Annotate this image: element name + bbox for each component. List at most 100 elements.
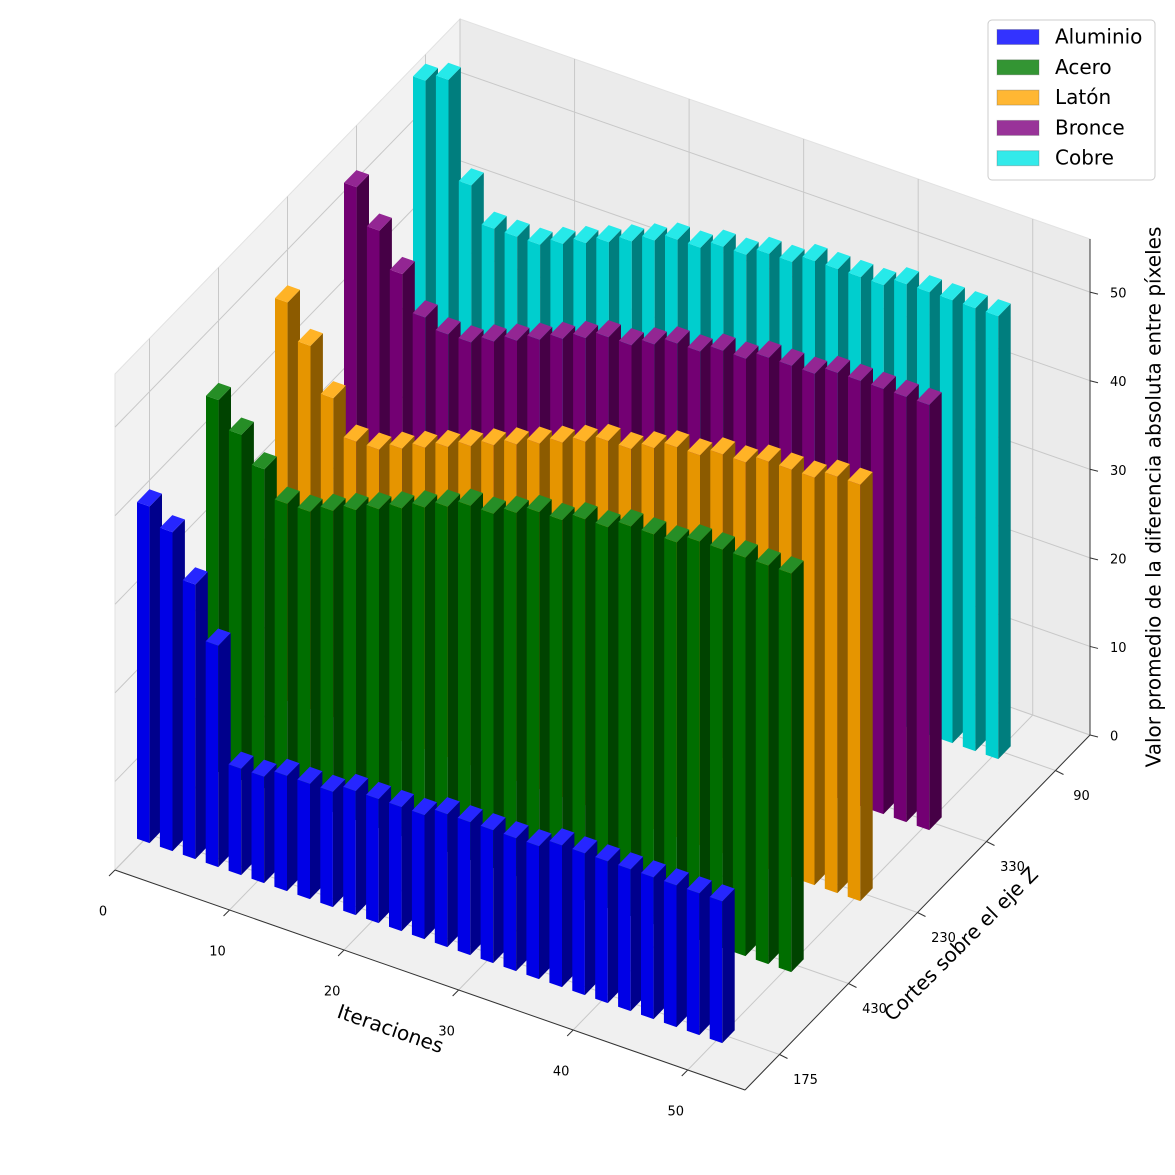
bar-front <box>412 503 425 845</box>
bar-top <box>595 844 621 862</box>
bar-top <box>320 381 346 399</box>
bar <box>710 532 735 949</box>
bar-front <box>778 569 792 973</box>
y-tick-label: 330 <box>1000 860 1025 875</box>
bar <box>503 495 529 877</box>
bar-front <box>297 507 311 805</box>
bar-top <box>435 489 461 507</box>
bar-top <box>779 452 804 470</box>
bar-side <box>630 856 644 1012</box>
bar <box>847 467 873 902</box>
bar <box>870 371 896 815</box>
bar <box>389 789 414 932</box>
bar-front <box>755 561 769 965</box>
bar-top <box>549 425 575 443</box>
axes: 0 10 20 30 40 50 175 430 230 330 90 0 10 20 30 40 50 <box>99 239 1127 1120</box>
bar-front <box>824 472 838 894</box>
bar-top <box>824 459 850 477</box>
z-tick-label: 0 <box>1110 730 1118 745</box>
bar-top <box>573 320 599 339</box>
bar <box>641 860 666 1020</box>
bar-side <box>447 801 460 948</box>
bar-top <box>344 170 369 188</box>
y-tick <box>848 983 857 988</box>
bar-front <box>182 580 196 860</box>
bar-top <box>848 363 873 381</box>
bar-side <box>264 456 277 789</box>
bar <box>274 758 300 892</box>
bar-front <box>228 764 242 876</box>
y-tick <box>917 912 926 917</box>
bar-side <box>653 864 666 1020</box>
bar <box>297 494 323 805</box>
bar-side <box>745 544 758 957</box>
bar-top <box>504 323 530 341</box>
bar-side <box>378 786 392 924</box>
bar <box>320 493 346 813</box>
bar-side <box>424 802 437 940</box>
bar-top <box>596 320 621 338</box>
z-tick <box>1089 734 1099 738</box>
y-tick-label: 175 <box>793 1073 818 1088</box>
legend-swatch <box>996 150 1040 167</box>
bar-top <box>343 773 369 792</box>
bar-side <box>516 500 529 877</box>
bar <box>572 502 598 901</box>
bar-top <box>504 219 530 237</box>
bar-front <box>641 873 654 1020</box>
bar-side <box>356 497 369 821</box>
bar-front <box>274 771 287 892</box>
bar-top <box>917 275 942 293</box>
bar-top <box>916 387 942 405</box>
bar <box>939 283 965 744</box>
bar-top <box>733 341 759 359</box>
bar-top <box>527 322 553 340</box>
bar-top <box>664 326 690 344</box>
bar-top <box>663 868 689 886</box>
bar-front <box>320 787 333 908</box>
bar-side <box>562 832 575 988</box>
bar-top <box>550 226 576 244</box>
bar-front <box>343 786 356 916</box>
bar <box>595 510 621 909</box>
y-tick-label: 90 <box>1073 789 1090 804</box>
bar-front <box>985 311 999 760</box>
bar-top <box>503 495 529 513</box>
bar-top <box>389 491 415 509</box>
bar <box>962 291 988 752</box>
bar-top <box>206 382 231 401</box>
bar-side <box>493 817 506 964</box>
bar-front <box>732 553 746 957</box>
bar-top <box>595 423 621 442</box>
bar-top <box>733 237 759 255</box>
bar-top <box>228 751 254 769</box>
bar-top <box>755 548 781 566</box>
grid-line <box>459 71 1091 293</box>
grid-line <box>114 71 461 428</box>
bar <box>778 556 804 973</box>
bar-top <box>618 852 644 870</box>
bar-top <box>641 517 667 535</box>
bar-front <box>503 833 517 972</box>
bar <box>389 491 415 837</box>
bar-top <box>137 489 162 507</box>
bar-front <box>251 772 265 884</box>
bar-side <box>332 779 346 908</box>
bar-front <box>503 508 517 877</box>
bar-top <box>573 225 599 244</box>
bar-front <box>962 303 976 752</box>
bar-top <box>665 222 690 240</box>
bar-front <box>411 810 425 940</box>
x-tick-label: 50 <box>667 1105 684 1120</box>
bar-top <box>572 424 598 442</box>
bar-front <box>526 507 540 885</box>
bar <box>343 773 369 916</box>
y-axis <box>744 734 1091 1091</box>
bar-top <box>480 496 506 514</box>
bar-top <box>412 300 438 318</box>
bar <box>274 486 300 797</box>
bar-top <box>756 340 782 358</box>
bar <box>480 813 506 964</box>
bar <box>801 460 827 886</box>
bar-top <box>641 327 667 345</box>
